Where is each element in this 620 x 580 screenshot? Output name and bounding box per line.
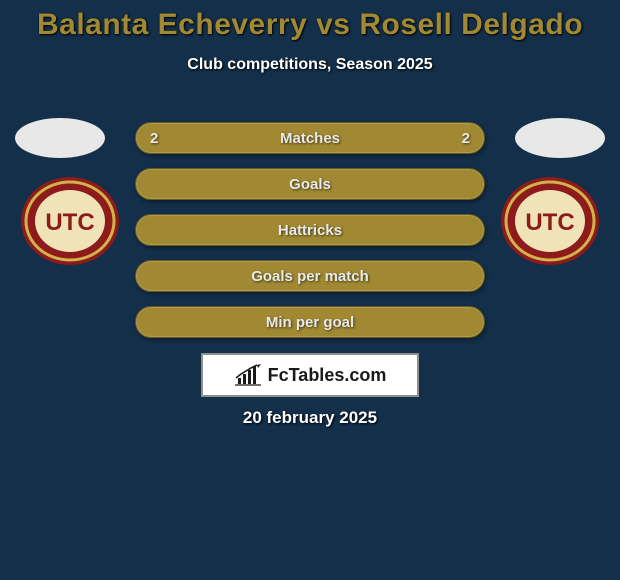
player-right-headshot (515, 118, 605, 158)
page-title: Balanta Echeverry vs Rosell Delgado (0, 0, 620, 42)
bar-label: Matches (136, 123, 484, 153)
brand-watermark: FcTables.com (201, 353, 419, 397)
bar-matches: 2 Matches 2 (135, 122, 485, 154)
footer-date: 20 february 2025 (0, 408, 620, 428)
bar-label: Goals (136, 169, 484, 199)
club-abbr-right: UTC (525, 209, 574, 236)
club-badge-left: UTC (20, 176, 120, 266)
player-left-headshot (15, 118, 105, 158)
comparison-bars: 2 Matches 2 Goals Hattricks Goals per ma… (135, 122, 485, 352)
club-badge-right: UTC (500, 176, 600, 266)
bar-min-per-goal: Min per goal (135, 306, 485, 338)
subtitle: Club competitions, Season 2025 (0, 56, 620, 74)
chart-icon (234, 364, 262, 386)
bar-label: Goals per match (136, 261, 484, 291)
bar-goals-per-match: Goals per match (135, 260, 485, 292)
brand-text: FcTables.com (268, 365, 387, 386)
bar-label: Hattricks (136, 215, 484, 245)
bar-value-right: 2 (462, 123, 470, 153)
club-abbr-left: UTC (45, 209, 94, 236)
bar-hattricks: Hattricks (135, 214, 485, 246)
bar-goals: Goals (135, 168, 485, 200)
bar-label: Min per goal (136, 307, 484, 337)
